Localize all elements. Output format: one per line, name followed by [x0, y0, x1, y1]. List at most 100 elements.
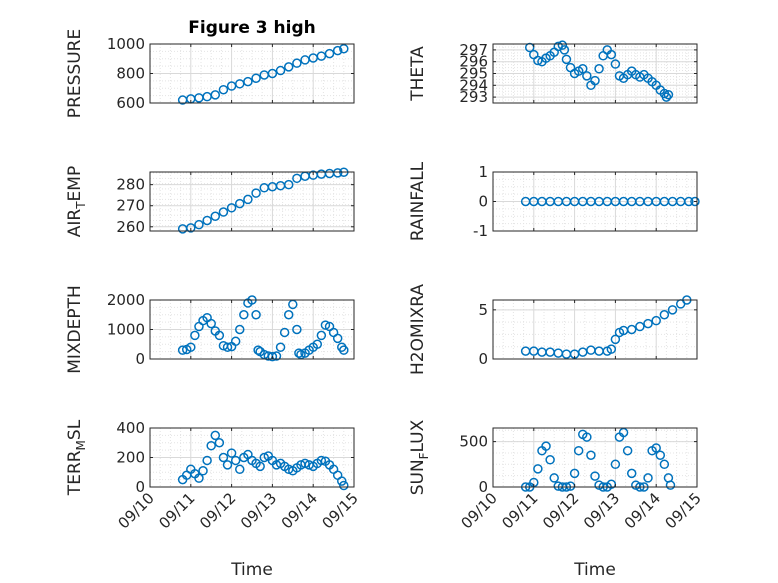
data-point — [320, 320, 331, 330]
data-point — [218, 207, 229, 217]
data-point — [222, 460, 233, 470]
data-point — [610, 459, 621, 470]
data-point — [569, 468, 580, 479]
data-point — [643, 318, 653, 329]
data-point — [218, 452, 229, 463]
data-point — [210, 430, 221, 441]
data-point — [226, 448, 237, 458]
data-point — [332, 333, 343, 344]
data-point — [210, 90, 221, 100]
data-point — [332, 168, 343, 178]
data-point — [667, 305, 678, 315]
data-point — [226, 203, 237, 213]
data-point — [606, 49, 617, 60]
data-point — [582, 432, 592, 442]
data-point — [292, 324, 302, 335]
data-point — [586, 450, 596, 460]
y-tick-label: 5 — [478, 301, 488, 319]
data-point — [659, 310, 670, 320]
data-point — [186, 223, 196, 233]
data-point — [275, 65, 286, 76]
data-point — [251, 188, 261, 198]
data-point — [618, 427, 629, 438]
y-tick-label: 270 — [116, 197, 145, 215]
data-point — [590, 471, 600, 481]
data-point — [206, 318, 216, 329]
axes-box — [149, 171, 355, 232]
subplot-pressure: 600 800 1000 PRESSURE Figure 3 high — [65, 18, 355, 118]
data-point — [573, 445, 584, 456]
y-tick-label: 293 — [459, 88, 488, 106]
data-point — [267, 68, 278, 79]
data-point — [337, 476, 347, 486]
data-point — [690, 196, 700, 207]
figure-title: Figure 3 high — [188, 18, 316, 38]
data-point — [610, 334, 621, 345]
data-point — [590, 75, 600, 86]
data-point — [545, 455, 555, 465]
data-point — [239, 310, 249, 320]
y-axis-label: MIXDEPTH — [65, 285, 85, 374]
y-tick-label: 0 — [135, 350, 145, 368]
data-point — [292, 58, 302, 68]
data-point — [561, 54, 572, 65]
data-point — [626, 324, 637, 335]
data-point — [316, 455, 327, 466]
data-point — [339, 43, 349, 54]
y-tick-label: 0 — [478, 350, 488, 368]
data-point — [324, 48, 335, 59]
y-tick-label: -1 — [473, 222, 488, 240]
y-tick-label: 500 — [459, 433, 488, 451]
data-point — [259, 452, 269, 463]
data-point — [655, 450, 666, 460]
data-point — [316, 330, 327, 341]
data-point — [594, 64, 604, 74]
data-point — [190, 330, 200, 341]
data-point — [243, 76, 253, 87]
data-point — [312, 339, 323, 349]
y-tick-label: 297 — [459, 41, 488, 59]
data-point — [651, 315, 661, 326]
data-point — [651, 443, 661, 453]
y-axis-label: SUNFLUX — [408, 419, 431, 495]
y-axis-label: PRESSURE — [65, 29, 85, 118]
y-tick-label: 2000 — [107, 291, 145, 309]
data-point — [610, 59, 621, 69]
data-point — [235, 464, 245, 475]
data-point — [214, 330, 225, 341]
y-tick-label: 400 — [116, 419, 145, 437]
data-point — [643, 473, 653, 483]
y-tick-label: 1000 — [107, 35, 145, 53]
data-point — [622, 445, 633, 456]
data-point — [186, 342, 196, 352]
data-point — [578, 64, 588, 74]
data-point — [659, 459, 670, 470]
subplot-mixdepth: 0 1000 2000 MIXDEPTH — [65, 285, 355, 374]
data-point — [665, 480, 676, 490]
data-point — [194, 219, 204, 230]
data-point — [202, 455, 212, 466]
y-axis-label: THETA — [408, 46, 428, 102]
data-point — [332, 45, 343, 56]
data-point — [202, 215, 212, 226]
data-point — [214, 438, 225, 448]
data-point — [283, 179, 294, 190]
y-tick-label: 200 — [116, 449, 145, 467]
data-point — [222, 342, 233, 352]
data-point — [235, 198, 245, 209]
data-point — [210, 211, 221, 221]
data-point — [255, 461, 265, 472]
data-point — [218, 84, 229, 95]
y-axis-label: RAINFALL — [408, 161, 428, 241]
data-point — [661, 92, 672, 102]
x-axis-label: Time — [230, 560, 273, 580]
data-point — [283, 62, 294, 72]
axes-box — [492, 427, 698, 488]
y-tick-label: 1000 — [107, 321, 145, 339]
y-axis-label: H2OMIXRA — [408, 284, 428, 375]
data-point — [279, 327, 290, 338]
y-tick-label: 280 — [116, 176, 145, 194]
y-tick-label: 0 — [478, 193, 488, 211]
subplot-h2omixra: 0 5 H2OMIXRA — [408, 284, 698, 375]
